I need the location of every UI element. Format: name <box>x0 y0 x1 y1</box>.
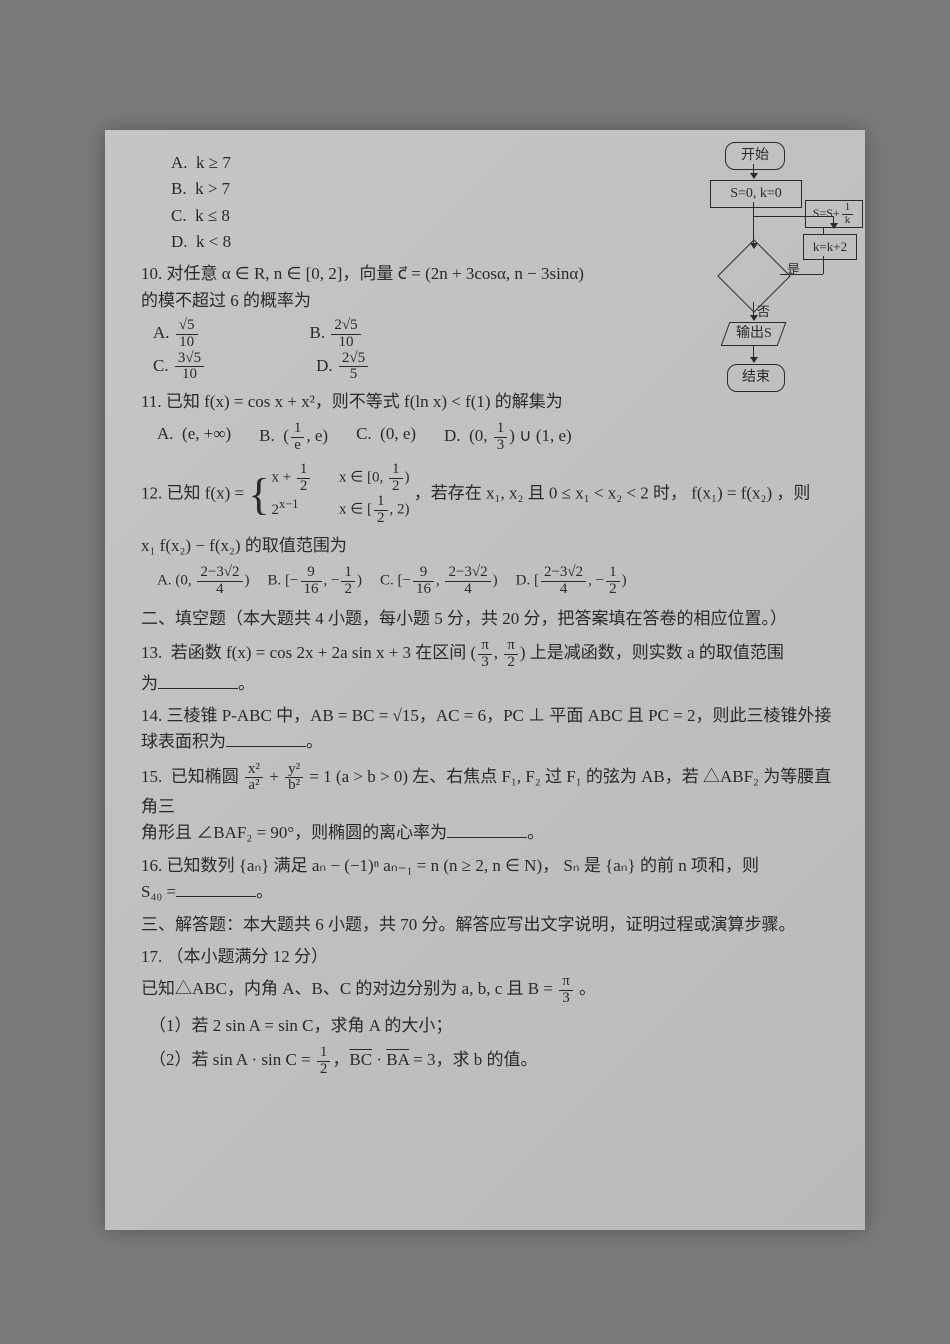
q10-opt-b: B. 2√510 <box>310 318 363 351</box>
q15-line1: 15. 已知椭圆 x²a² + y²b² = 1 (a > b > 0) 左、右… <box>141 762 835 821</box>
q12-opt-d: D. [2−3√24, −12) <box>516 565 627 598</box>
q11-opt-a: A. (e, +∞) <box>157 421 231 454</box>
flow-line <box>823 228 824 234</box>
flow-line <box>823 256 824 274</box>
flow-init: S=0, k=0 <box>710 180 802 208</box>
flow-arrow <box>753 164 754 178</box>
q10-opt-a: A. √510 <box>153 318 200 351</box>
q15-line2: 角形且 ∠BAF₂ = 90°，则椭圆的离心率为。 <box>141 820 835 846</box>
flow-acc: S=S+1k <box>805 200 863 228</box>
q13-line1: 13. 若函数 f(x) = cos 2x + 2a sin x + 3 在区间… <box>141 638 835 671</box>
flow-decision <box>717 239 791 313</box>
q16-blank <box>176 879 256 897</box>
q11-opt-d: D. (0, 13) ∪ (1, e) <box>444 421 572 454</box>
q14: 14. 三棱锥 P-ABC 中，AB = BC = √15，AC = 6，PC … <box>141 703 835 756</box>
q15-blank <box>447 820 527 838</box>
flow-line <box>753 202 754 216</box>
flow-end: 结束 <box>727 364 785 392</box>
q17-part2: （2）若 sin A · sin C = 12，BC · BA = 3，求 b … <box>141 1045 835 1078</box>
q16-line2: S₄₀ =。 <box>141 879 835 905</box>
q17-line1: 已知△ABC，内角 A、B、C 的对边分别为 a, b, c 且 B = π3 … <box>141 974 835 1007</box>
q13-line2: 为。 <box>141 671 835 697</box>
q17-part1: （1）若 2 sin A = sin C，求角 A 的大小； <box>141 1013 835 1039</box>
q17-head: 17. （本小题满分 12 分） <box>141 944 835 970</box>
flow-inc: k=k+2 <box>803 234 857 260</box>
flowchart: 开始 S=0, k=0 S=S+1k k=k+2 是 否 输出S 结束 <box>655 142 845 442</box>
section3-title: 三、解答题：本大题共 6 小题，共 70 分。解答应写出文字说明，证明过程或演算… <box>141 912 835 938</box>
q12-line2: x₁ f(x₂) − f(x₂) 的取值范围为 <box>141 533 835 559</box>
section2-title: 二、填空题（本大题共 4 小题，每小题 5 分，共 20 分，把答案填在答卷的相… <box>141 606 835 632</box>
q12-opt-a: A. (0, 2−3√24) <box>157 565 250 598</box>
flow-arrow <box>753 346 754 362</box>
q16: 16. 已知数列 {aₙ} 满足 aₙ − (−1)ⁿ aₙ₋₁ = n (n … <box>141 853 835 906</box>
flow-output: 输出S <box>721 322 787 346</box>
q17: 17. （本小题满分 12 分） 已知△ABC，内角 A、B、C 的对边分别为 … <box>141 944 835 1078</box>
q16-line1: 16. 已知数列 {aₙ} 满足 aₙ − (−1)ⁿ aₙ₋₁ = n (n … <box>141 853 835 879</box>
q12-opt-b: B. [−916, −12) <box>268 565 362 598</box>
q14-line1: 14. 三棱锥 P-ABC 中，AB = BC = √15，AC = 6，PC … <box>141 703 835 729</box>
q10-opt-d: D. 2√55 <box>316 351 370 384</box>
flow-arrow <box>753 302 754 320</box>
q13: 13. 若函数 f(x) = cos 2x + 2a sin x + 3 在区间… <box>141 638 835 697</box>
q12-piecewise: { x + 12 x ∈ [0, 12) 2x−1 x ∈ [12, 2) <box>248 462 409 527</box>
q12: 12. 已知 f(x) = { x + 12 x ∈ [0, 12) 2x−1 … <box>141 462 835 598</box>
q11-opt-b: B. (1e, e) <box>259 421 328 454</box>
flow-yes-label: 是 <box>787 260 800 280</box>
q12-lead: 12. 已知 f(x) = <box>141 483 244 502</box>
q11-opt-c: C. (0, e) <box>356 421 416 454</box>
q15: 15. 已知椭圆 x²a² + y²b² = 1 (a > b > 0) 左、右… <box>141 762 835 847</box>
q13-blank <box>158 671 238 689</box>
q12-tail: ，若存在 x₁, x₂ 且 0 ≤ x₁ < x₂ < 2 时， f(x₁) =… <box>414 483 811 502</box>
flow-no-label: 否 <box>757 302 770 322</box>
flow-start: 开始 <box>725 142 785 170</box>
exam-page: 开始 S=0, k=0 S=S+1k k=k+2 是 否 输出S 结束 A. k… <box>105 130 865 1230</box>
q14-line2: 球表面积为。 <box>141 729 835 755</box>
q10-opt-c: C. 3√510 <box>153 351 206 384</box>
flow-acc-prefix: S=S+ <box>813 206 840 220</box>
q14-blank <box>226 729 306 747</box>
q12-opt-c: C. [−916, 2−3√24) <box>380 565 498 598</box>
